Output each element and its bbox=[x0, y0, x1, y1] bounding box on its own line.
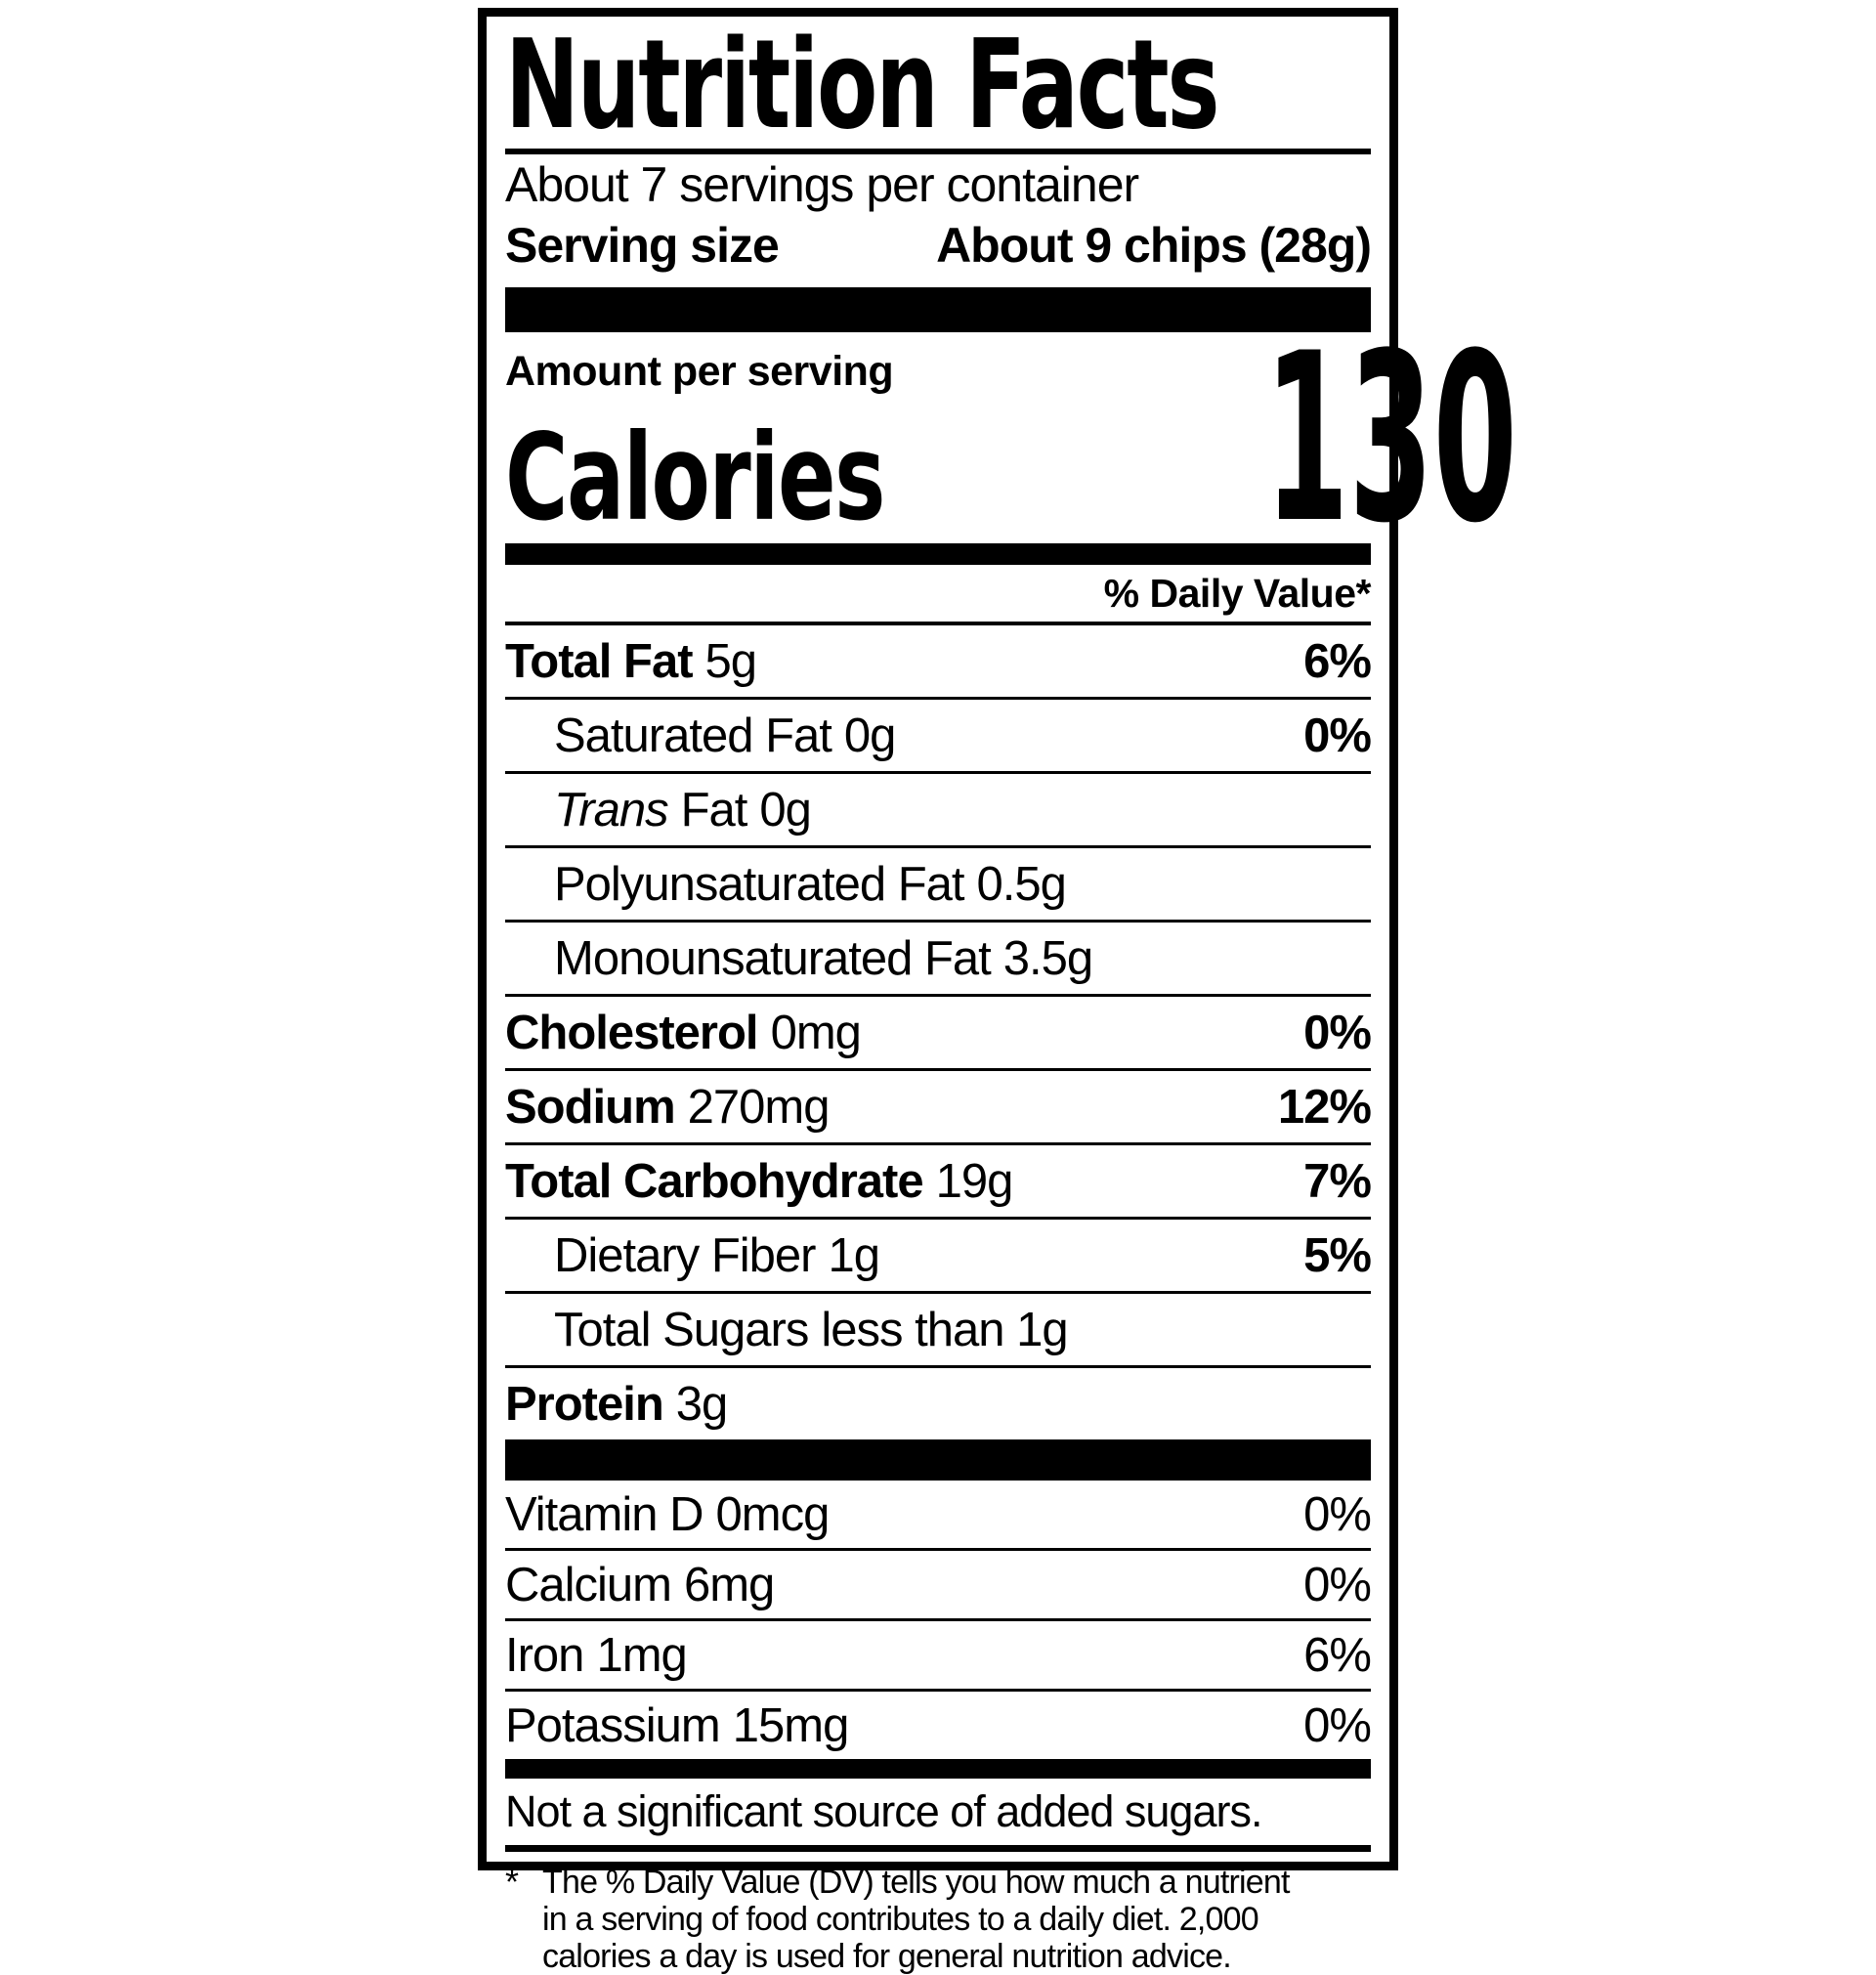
nutrient-name: Protein bbox=[505, 1377, 664, 1431]
vitamin-dv: 0% bbox=[1303, 1698, 1372, 1752]
vitamin-rows: Vitamin D 0mcg 0% Calcium 6mg 0% Iron 1mg 6… bbox=[505, 1481, 1372, 1759]
vitamin-dv: 0% bbox=[1303, 1558, 1372, 1611]
nutrition-facts-label: Nutrition Facts About 7 servings per con… bbox=[478, 8, 1517, 1975]
vitamin-row-iron: Iron 1mg 6% bbox=[505, 1618, 1372, 1689]
nutrient-name: Dietary Fiber bbox=[554, 1228, 816, 1282]
thick-divider-bar bbox=[505, 287, 1371, 332]
nutrient-dv: 0% bbox=[1303, 708, 1372, 762]
nutrient-amount: 0g bbox=[759, 783, 812, 837]
calories-divider-bar bbox=[505, 543, 1371, 565]
amount-per-serving-label: Amount per serving bbox=[505, 348, 894, 395]
nutrient-name: Sodium bbox=[505, 1080, 676, 1134]
added-sugars-note: Not a significant source of added sugars… bbox=[505, 1786, 1262, 1836]
label-title-block: Nutrition Facts bbox=[505, 13, 1371, 156]
calories-label: Calories bbox=[505, 408, 885, 547]
nutrient-amount: 0g bbox=[843, 708, 897, 762]
nutrient-row-total-carbohydrate: Total Carbohydrate 19g 7% bbox=[505, 1142, 1372, 1217]
nutrient-dv: 7% bbox=[1303, 1154, 1372, 1208]
footnote-line-2: in a serving of food contributes to a da… bbox=[542, 1901, 1259, 1938]
nutrient-row-polyunsaturated-fat: Polyunsaturated Fat 0.5g bbox=[505, 845, 1371, 920]
vitamin-row-vitamin-d: Vitamin D 0mcg 0% bbox=[505, 1481, 1372, 1548]
vitamin-dv: 0% bbox=[1303, 1487, 1372, 1541]
vitamin-name: Potassium bbox=[505, 1698, 721, 1752]
nutrient-name: Polyunsaturated Fat bbox=[554, 857, 965, 911]
nutrient-row-cholesterol: Cholesterol 0mg 0% bbox=[505, 994, 1372, 1068]
serving-size-row: Serving size About 9 chips (28g) bbox=[505, 215, 1372, 276]
calories-row: Calories 130 bbox=[505, 322, 1517, 555]
footnote-lines: The % Daily Value (DV) tells you how muc… bbox=[542, 1864, 1290, 1975]
vitamin-name: Vitamin D bbox=[505, 1487, 704, 1541]
vitamin-amount: 15mg bbox=[732, 1698, 850, 1752]
footnote-line-3: calories a day is used for general nutri… bbox=[542, 1938, 1232, 1975]
nutrient-dv: 0% bbox=[1303, 1006, 1372, 1059]
nutrient-row-trans-fat: Trans Fat 0g bbox=[505, 771, 1371, 845]
nutrient-row-total-sugars: Total Sugars less than 1g bbox=[505, 1291, 1371, 1365]
nutrient-name: Total Fat bbox=[505, 634, 694, 688]
nutrient-name: Monounsaturated Fat bbox=[554, 931, 992, 985]
nutrient-amount: 0.5g bbox=[976, 857, 1067, 911]
vitamin-row-potassium: Potassium 15mg 0% bbox=[505, 1689, 1372, 1759]
nutrient-amount: less than 1g bbox=[821, 1303, 1068, 1356]
nutrient-dv: 5% bbox=[1303, 1228, 1372, 1282]
nutrient-row-dietary-fiber: Dietary Fiber 1g 5% bbox=[505, 1217, 1372, 1291]
vitamins-top-bar bbox=[505, 1439, 1371, 1481]
vitamin-row-calcium: Calcium 6mg 0% bbox=[505, 1548, 1372, 1618]
vitamins-bottom-bar bbox=[505, 1759, 1371, 1779]
nutrient-amount: 3.5g bbox=[1002, 931, 1093, 985]
vitamin-name: Calcium bbox=[505, 1558, 672, 1611]
nutrient-row-saturated-fat: Saturated Fat 0g 0% bbox=[505, 697, 1372, 771]
nutrient-amount: 19g bbox=[935, 1154, 1014, 1208]
nutrient-amount: 1g bbox=[828, 1228, 880, 1282]
serving-size-label: Serving size bbox=[505, 218, 780, 273]
nutrient-amount: 5g bbox=[704, 634, 758, 688]
nutrient-name: Total Carbohydrate bbox=[505, 1154, 924, 1208]
vitamin-dv: 6% bbox=[1303, 1628, 1372, 1682]
vitamin-name: Iron bbox=[505, 1628, 584, 1682]
footnote: * The % Daily Value (DV) tells you how m… bbox=[505, 1864, 1371, 1975]
calories-value: 130 bbox=[1264, 303, 1517, 575]
nutrient-name-italic: Trans bbox=[554, 783, 669, 837]
footnote-asterisk: * bbox=[505, 1862, 519, 1902]
calories-block: Amount per serving Calories 130 bbox=[505, 322, 1517, 555]
footnote-divider bbox=[505, 1845, 1371, 1852]
nutrient-row-monounsaturated-fat: Monounsaturated Fat 3.5g bbox=[505, 920, 1371, 994]
daily-value-header: % Daily Value* bbox=[1103, 571, 1372, 616]
nutrient-amount: 3g bbox=[675, 1377, 729, 1431]
footnote-line-1: The % Daily Value (DV) tells you how muc… bbox=[542, 1864, 1290, 1901]
vitamin-amount: 6mg bbox=[683, 1558, 775, 1611]
nutrient-name: Fat bbox=[680, 783, 748, 837]
nutrient-name: Cholesterol bbox=[505, 1006, 759, 1059]
serving-size-value: About 9 chips (28g) bbox=[936, 218, 1372, 273]
vitamin-amount: 1mg bbox=[596, 1628, 687, 1682]
label-title: Nutrition Facts bbox=[505, 13, 1219, 156]
nutrient-dv: 6% bbox=[1303, 634, 1372, 688]
nutrient-rows: Total Fat 5g 6% Saturated Fat 0g 0% Trans F… bbox=[505, 622, 1372, 1439]
title-divider bbox=[505, 149, 1371, 154]
vitamin-amount: 0mcg bbox=[715, 1487, 831, 1541]
nutrient-row-sodium: Sodium 270mg 12% bbox=[505, 1068, 1372, 1142]
nutrient-row-protein: Protein 3g bbox=[505, 1365, 1371, 1439]
nutrient-dv: 12% bbox=[1277, 1080, 1372, 1134]
nutrient-row-total-fat: Total Fat 5g 6% bbox=[505, 622, 1372, 697]
nutrient-name: Saturated Fat bbox=[554, 708, 832, 762]
servings-per-container: About 7 servings per container bbox=[505, 157, 1139, 212]
nutrient-amount: 0mg bbox=[770, 1006, 862, 1059]
nutrient-name: Total Sugars bbox=[554, 1303, 809, 1356]
nutrient-amount: 270mg bbox=[687, 1080, 831, 1134]
